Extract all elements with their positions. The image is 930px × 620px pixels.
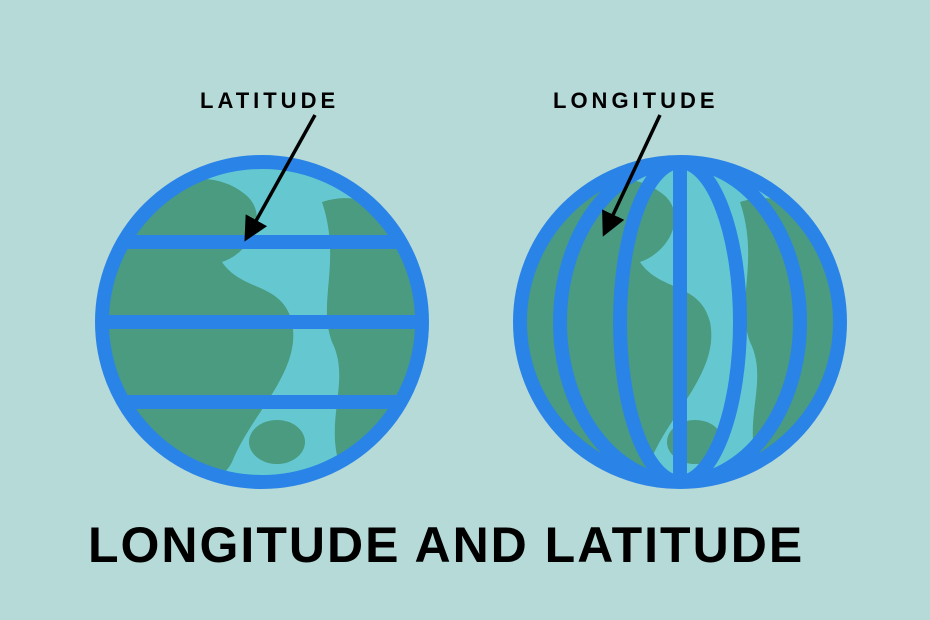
longitude-globe <box>506 148 854 501</box>
main-title: LONGITUDE AND LATITUDE <box>88 516 804 574</box>
longitude-label: LONGITUDE <box>553 88 719 114</box>
latitude-label: LATITUDE <box>200 88 339 114</box>
latitude-globe <box>88 148 436 501</box>
